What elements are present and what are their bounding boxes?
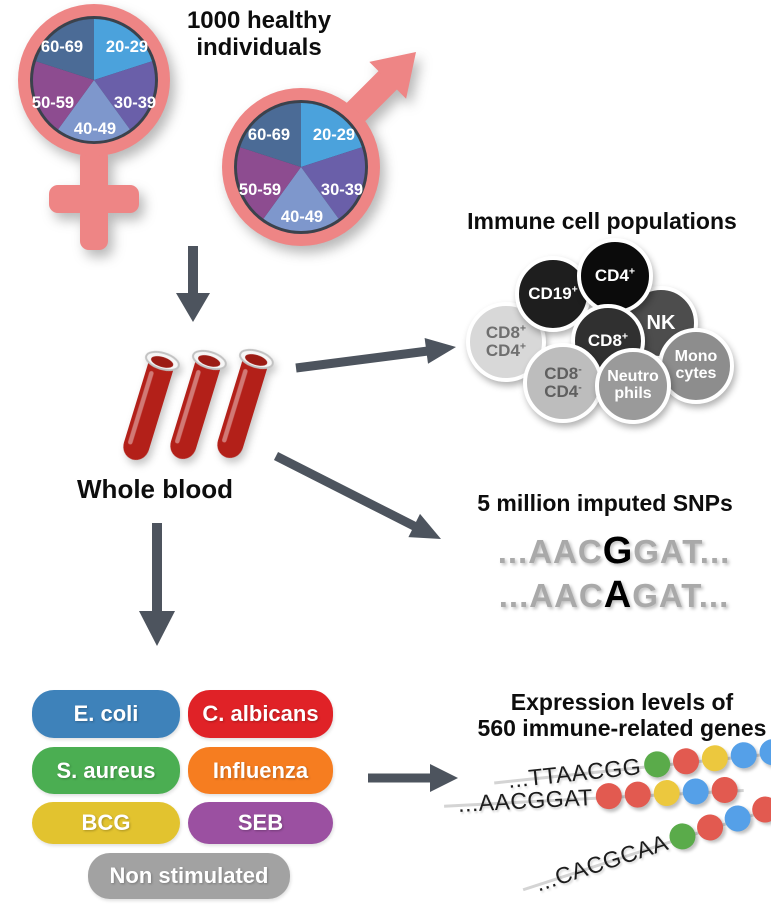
expression-dot [721,802,754,835]
cell-monocytes: Mono cytes [658,328,734,404]
pie-slice-30-39 [301,147,366,219]
pie-slice-40-49 [263,167,339,232]
blood-tube-icon [217,348,274,459]
snp-seq-prefix: ...AAC [498,577,604,614]
stimulus-label: Influenza [212,757,309,783]
blood-tube-icon [170,349,227,460]
arrow-blood-to-immune-cells [295,338,456,373]
cell-label: CD8+ [485,322,527,343]
female-symbol: 20-29 30-39 40-49 50-59 60-69 [18,4,170,250]
stimulus-non-stimulated: Non stimulated [88,853,290,899]
male-symbol: 20-29 30-39 40-49 50-59 60-69 [222,52,416,246]
pie-label-50-59: 50-59 [239,181,281,199]
arrow-stimulations-to-expression [368,764,458,792]
cell-neutrophils: Neutro phils [595,348,671,424]
blood-tube-icon [123,350,180,461]
pie-label-30-39: 30-39 [114,94,156,112]
cell-label: CD19+ [528,283,578,304]
male-arrow-head [369,52,416,99]
cell-cd8neg-cd4neg: CD8- CD4- [523,343,603,423]
pie-slice-60-69 [240,102,301,167]
cell-label: Mono [674,348,718,366]
gene-sequence: ...AACGGAT [457,783,594,817]
gene-sequence: ...CACGCAA [531,828,672,896]
cohort-title: 1000 healthy individuals [186,7,332,61]
expression-title-line2: 560 immune-related genes [477,714,767,741]
female-age-pie: 20-29 30-39 40-49 50-59 60-69 [32,19,156,142]
snp-sequence-ref: ...AACGGAT... [454,530,771,573]
expression-dot [693,811,727,844]
pie-slice-30-39 [94,61,155,130]
stimulus-e-coli: E. coli [32,690,180,738]
stimulus-label: BCG [81,810,131,835]
stimulus-s-aureus: S. aureus [32,747,180,794]
expression-dot [642,750,672,779]
snp-seq-suffix: GAT... [632,577,730,614]
pie-slice-60-69 [36,19,94,80]
expression-dot [729,740,758,770]
stimulus-label: E. coli [73,701,139,726]
expression-dot [748,793,771,826]
cell-label: CD4+ [594,265,636,286]
cell-label: CD4+ [485,340,527,360]
snp-variant-allele: A [603,574,633,616]
stimulus-influenza: Influenza [188,747,333,794]
stimulus-label: C. albicans [202,701,319,726]
expression-dot [671,747,700,776]
whole-blood-label: Whole blood [77,474,233,504]
stimulus-seb: SEB [188,802,333,844]
snp-seq-suffix: GAT... [633,533,731,570]
male-age-pie: 20-29 30-39 40-49 50-59 60-69 [236,102,366,232]
cell-label: NK [646,311,676,334]
pie-slice-50-59 [33,61,94,130]
stimulus-label: SEB [237,810,284,835]
expression-dot [666,820,699,853]
expression-title-line1: Expression levels of [510,689,734,715]
stimulus-c-albicans: C. albicans [188,690,333,738]
expression-dot [652,779,681,807]
male-arrow-shaft [343,70,398,125]
arrow-blood-to-stimulations [139,523,175,646]
cell-cd4pos: CD4+ [577,238,653,314]
pie-label-60-69: 60-69 [41,38,83,56]
pie-label-50-59: 50-59 [32,94,74,112]
snp-seq-prefix: ...AAC [497,533,603,570]
cell-label: cytes [675,365,717,382]
pie-slice-20-29 [301,102,362,167]
expression-dot [710,776,739,804]
snps-title: 5 million imputed SNPs [477,490,733,516]
pie-label-20-29: 20-29 [106,38,148,56]
pie-slice-40-49 [58,80,130,142]
cell-label: CD4- [544,381,582,401]
stimulus-label: S. aureus [56,757,156,783]
expression-dot [681,777,710,806]
pie-label-60-69: 60-69 [248,126,290,144]
stimulus-label: Non stimulated [109,863,269,888]
pie-slice-20-29 [94,19,152,80]
pie-slice-50-59 [236,147,301,219]
arrow-blood-to-snps [273,451,441,539]
pie-label-20-29: 20-29 [313,126,355,144]
cell-label: phils [614,385,652,402]
expression-dot [595,782,623,810]
cell-label: CD8+ [587,330,629,351]
pie-label-40-49: 40-49 [281,208,323,226]
pie-label-40-49: 40-49 [74,120,116,138]
pie-label-30-39: 30-39 [321,181,363,199]
expression-dot [624,780,652,809]
female-cross-horizontal [49,185,139,213]
cell-label: CD8- [544,363,582,384]
snp-sequence-alt: ...AACAGAT... [454,574,771,617]
expression-title: Expression levels of 560 immune-related … [462,689,771,742]
stimulus-bcg: BCG [32,802,180,844]
cell-label: Neutro [607,368,659,386]
expression-dot [700,744,729,773]
immune-cells-title: Immune cell populations [467,208,737,234]
snp-variant-allele: G [602,530,634,572]
expression-dot [757,737,771,767]
